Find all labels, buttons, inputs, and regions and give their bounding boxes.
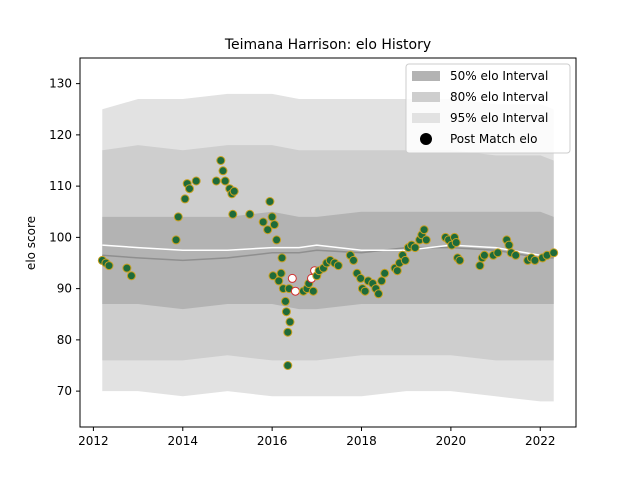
data-point xyxy=(283,361,293,370)
data-point xyxy=(308,286,318,296)
x-tick-label: 2018 xyxy=(346,434,377,448)
data-point xyxy=(377,276,387,286)
data-point xyxy=(421,235,431,245)
mean-line xyxy=(102,244,554,257)
data-point xyxy=(173,212,183,222)
legend: 50% elo Interval 80% elo Interval 95% elo … xyxy=(405,63,571,154)
data-point xyxy=(349,255,358,265)
data-point xyxy=(104,261,114,271)
data-point xyxy=(419,225,429,235)
data-point xyxy=(479,250,489,260)
data-point xyxy=(122,263,132,273)
data-point xyxy=(392,266,402,276)
x-tick-label: 2022 xyxy=(525,434,556,448)
data-point xyxy=(126,271,136,281)
data-point xyxy=(185,184,194,194)
data-point xyxy=(374,289,383,299)
y-tick-label: 70 xyxy=(57,384,72,398)
data-point xyxy=(475,261,485,271)
data-point xyxy=(290,286,300,296)
data-point xyxy=(493,248,503,258)
data-point xyxy=(218,166,228,176)
y-tick-label: 110 xyxy=(49,179,72,193)
data-point xyxy=(228,209,238,219)
data-point xyxy=(274,276,284,286)
data-point xyxy=(400,255,410,265)
data-point xyxy=(211,176,221,186)
data-point xyxy=(380,268,390,278)
data-point xyxy=(265,197,275,206)
y-axis-label: elo score xyxy=(24,216,38,270)
data-point xyxy=(549,248,559,258)
data-point xyxy=(229,186,239,196)
legend-swatch xyxy=(412,92,440,102)
axes: 2012 2014 2016 2018 2020 2022 70 80 90 100 110 120 1… xyxy=(49,77,555,448)
legend-marker xyxy=(420,133,432,145)
legend-label: Post Match elo xyxy=(450,132,537,146)
data-point xyxy=(220,176,230,186)
data-point xyxy=(360,286,370,296)
data-point xyxy=(281,296,290,306)
data-point xyxy=(455,255,465,265)
data-point xyxy=(287,273,297,283)
data-point xyxy=(277,253,287,263)
data-point xyxy=(451,238,461,247)
data-point xyxy=(171,235,181,245)
data-point xyxy=(276,268,286,278)
data-point xyxy=(216,156,226,165)
y-tick-label: 90 xyxy=(57,282,72,296)
data-point xyxy=(511,250,521,260)
legend-label: 80% elo Interval xyxy=(450,90,548,104)
x-tick-label: 2020 xyxy=(436,434,467,448)
y-tick-label: 120 xyxy=(49,128,72,142)
data-point xyxy=(269,220,279,230)
x-tick-label: 2014 xyxy=(168,434,199,448)
data-point xyxy=(272,235,282,245)
data-point xyxy=(281,307,291,317)
chart-title: Teimana Harrison: elo History xyxy=(224,37,431,53)
data-point xyxy=(258,217,268,227)
x-tick-label: 2012 xyxy=(78,434,109,448)
data-point xyxy=(530,255,540,265)
data-point xyxy=(245,209,255,219)
data-point xyxy=(285,317,295,327)
data-point xyxy=(180,194,190,204)
legend-swatch xyxy=(412,113,440,123)
plot-area xyxy=(97,93,559,402)
legend-box xyxy=(405,63,571,154)
data-point xyxy=(267,212,277,222)
y-tick-label: 130 xyxy=(49,77,72,91)
data-point xyxy=(268,271,278,281)
data-point xyxy=(283,327,293,337)
data-point xyxy=(504,240,514,250)
y-tick-label: 80 xyxy=(57,333,72,347)
data-point xyxy=(410,243,420,253)
data-point xyxy=(263,225,273,235)
plot-frame xyxy=(79,57,577,428)
data-point xyxy=(191,176,201,186)
legend-label: 95% elo Interval xyxy=(450,111,548,125)
data-point xyxy=(356,273,366,283)
data-point xyxy=(333,261,343,271)
y-tick-label: 100 xyxy=(49,230,72,244)
legend-label: 50% elo Interval xyxy=(450,69,548,83)
x-tick-label: 2016 xyxy=(257,434,288,448)
legend-swatch xyxy=(412,71,440,81)
